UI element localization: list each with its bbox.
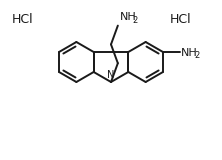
Text: 2: 2 — [194, 52, 199, 60]
Text: HCl: HCl — [12, 13, 34, 26]
Text: HCl: HCl — [170, 13, 192, 26]
Text: NH: NH — [181, 48, 198, 58]
Text: NH: NH — [120, 12, 137, 22]
Text: N: N — [107, 70, 115, 80]
Text: 2: 2 — [133, 16, 138, 25]
